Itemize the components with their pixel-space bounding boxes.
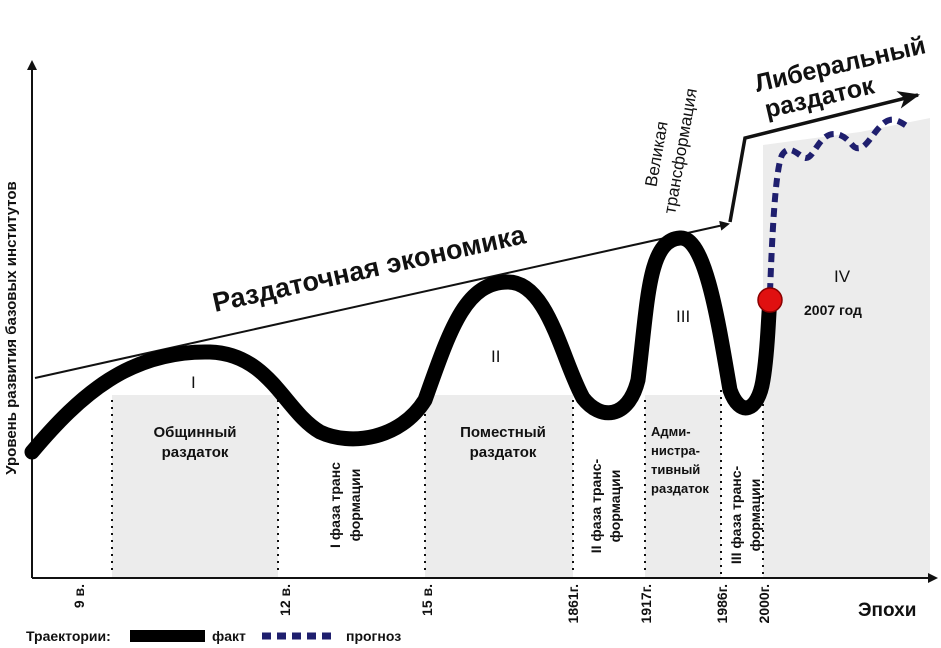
tick-1861: 1861г. xyxy=(565,584,581,623)
era-region-admin xyxy=(645,395,721,578)
legend-fact-label: факт xyxy=(212,628,246,644)
forecast-trajectory xyxy=(767,116,912,293)
era-regions xyxy=(112,118,930,578)
era-label-admin-2: нистра- xyxy=(651,443,700,458)
fact-trajectory xyxy=(24,230,778,460)
liberal-arrow xyxy=(728,91,920,223)
era-region-pomestny xyxy=(425,395,573,578)
era-separators xyxy=(111,390,764,575)
era-region-obshchinny xyxy=(112,395,278,578)
era-label-obshchinny-1: Общинный xyxy=(154,424,237,441)
phase1-label-1: I фаза транс xyxy=(327,462,343,548)
tick-2000: 2000г. xyxy=(756,584,772,623)
tick-9c: 9 в. xyxy=(71,584,87,608)
era-numeral-3: III xyxy=(676,307,690,326)
y-axis-label: Уровень развития базовых институтов xyxy=(3,181,20,475)
era-numeral-1: I xyxy=(191,373,196,392)
tick-15c: 15 в. xyxy=(419,584,435,616)
phase3-label-2: формации xyxy=(747,479,763,552)
axes xyxy=(27,60,938,583)
era-label-admin-3: тивный xyxy=(651,462,700,477)
legend: Траектории: факт прогноз xyxy=(26,628,401,644)
phase2-label-2: формации xyxy=(607,470,623,543)
phase2-label-1: II фаза транс- xyxy=(588,458,604,553)
distribution-economy-arrow xyxy=(34,220,730,379)
tick-1917: 1917г. xyxy=(638,584,654,623)
era-numeral-2: II xyxy=(491,347,500,366)
era-label-admin-1: Адми- xyxy=(651,424,691,439)
era-numeral-4: IV xyxy=(834,267,851,286)
x-axis-label: Эпохи xyxy=(858,600,916,621)
era-region-liberal xyxy=(763,118,930,578)
era-label-pomestny-2: раздаток xyxy=(470,444,537,461)
legend-title: Траектории: xyxy=(26,628,111,644)
current-point-label: 2007 год xyxy=(804,302,862,318)
era-label-admin-4: раздаток xyxy=(651,481,709,496)
tick-1986: 1986г. xyxy=(714,584,730,623)
phase1-label-2: формации xyxy=(347,469,363,542)
current-point-marker xyxy=(757,287,783,313)
tick-12c: 12 в. xyxy=(277,584,293,616)
era-label-obshchinny-2: раздаток xyxy=(162,444,229,461)
era-label-pomestny-1: Поместный xyxy=(460,424,546,441)
legend-forecast-label: прогноз xyxy=(346,628,401,644)
phase3-label-1: III фаза транс- xyxy=(728,466,744,565)
